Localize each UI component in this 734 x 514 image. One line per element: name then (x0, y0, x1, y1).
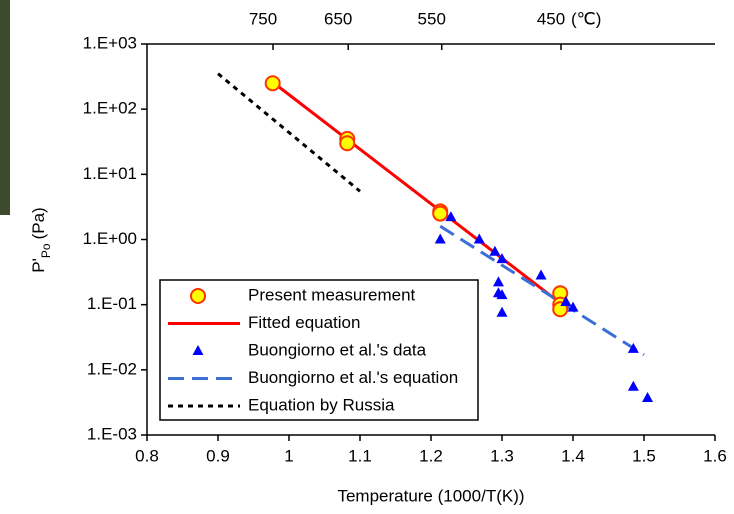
x-tick-label: 0.9 (206, 446, 230, 465)
data-point (445, 211, 457, 222)
data-point (627, 380, 639, 391)
x-tick-label: 1.4 (561, 446, 585, 465)
x-axis-label: Temperature (1000/T(K)) (337, 486, 524, 505)
data-point (339, 135, 356, 152)
y-tick-label: 1.E+03 (83, 33, 137, 52)
data-point (473, 233, 485, 244)
data-point (627, 342, 639, 353)
x-tick-label: 1 (284, 446, 293, 465)
series-line (217, 72, 361, 193)
data-point (264, 75, 281, 92)
x2-tick-label: 450 (537, 9, 565, 28)
data-point (434, 233, 446, 244)
legend-label: Buongiorno et al.'s equation (248, 368, 458, 387)
data-point (496, 253, 508, 264)
legend-label: Equation by Russia (248, 395, 395, 414)
x-tick-label: 1.1 (348, 446, 372, 465)
y-tick-label: 1.E-02 (87, 359, 137, 378)
x2-tick-label: 650 (324, 9, 352, 28)
x2-tick-label: 750 (249, 9, 277, 28)
legend-label: Fitted equation (248, 313, 360, 332)
data-point (535, 269, 547, 280)
y-tick-label: 1.E-03 (87, 424, 137, 443)
data-point (567, 301, 579, 312)
y-axis-label: P'Po(Pa) (29, 207, 53, 272)
x2-tick-label: 550 (418, 9, 446, 28)
legend-label: Present measurement (248, 285, 416, 304)
x-tick-label: 1.6 (703, 446, 727, 465)
x2-unit: (℃) (571, 9, 601, 28)
data-point (492, 276, 504, 287)
y-tick-label: 1.E+00 (83, 229, 137, 248)
y-tick-label: 1.E+01 (83, 164, 137, 183)
x-tick-label: 1.2 (419, 446, 443, 465)
y-tick-label: 1.E-01 (87, 294, 137, 313)
series-line (439, 224, 645, 357)
legend-label: Buongiorno et al.'s data (248, 340, 427, 359)
legend-box (159, 279, 479, 421)
y-tick-label: 1.E+02 (83, 99, 137, 118)
x-tick-label: 0.8 (135, 446, 159, 465)
data-point (560, 295, 572, 306)
data-point (496, 289, 508, 300)
legend-marker (192, 345, 204, 355)
series-line (271, 80, 564, 306)
x-tick-label: 1.5 (632, 446, 656, 465)
data-point (496, 306, 508, 317)
photo-edge (0, 0, 10, 215)
data-point (489, 245, 501, 256)
x-tick-label: 1.3 (490, 446, 514, 465)
legend-marker (190, 288, 206, 304)
data-point (642, 391, 654, 402)
data-point (432, 205, 449, 222)
